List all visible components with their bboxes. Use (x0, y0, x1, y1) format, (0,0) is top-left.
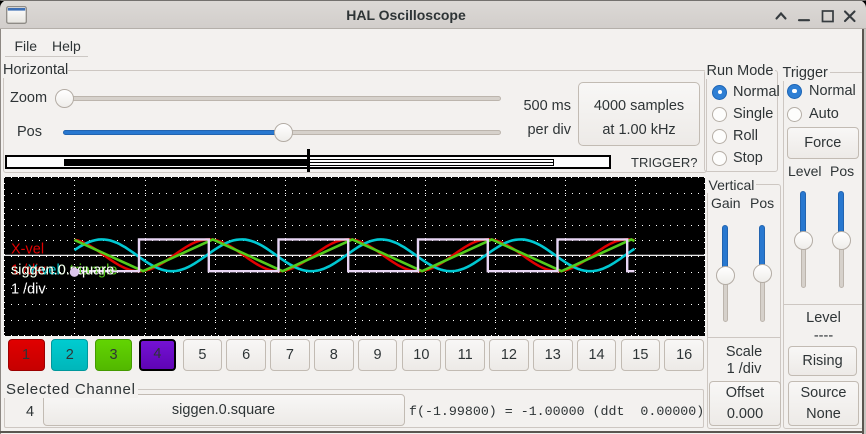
svg-text:1 /div: 1 /div (11, 263, 46, 279)
svg-text:1 /div: 1 /div (11, 282, 46, 298)
svg-text:siggen.0.square: siggen.0.square (11, 263, 114, 279)
svg-text:Y-vel: Y-vel (28, 263, 60, 279)
svg-text:X-vel: X-vel (11, 242, 44, 258)
svg-text:siggen.0.triangle: siggen.0.triangle (11, 263, 117, 279)
